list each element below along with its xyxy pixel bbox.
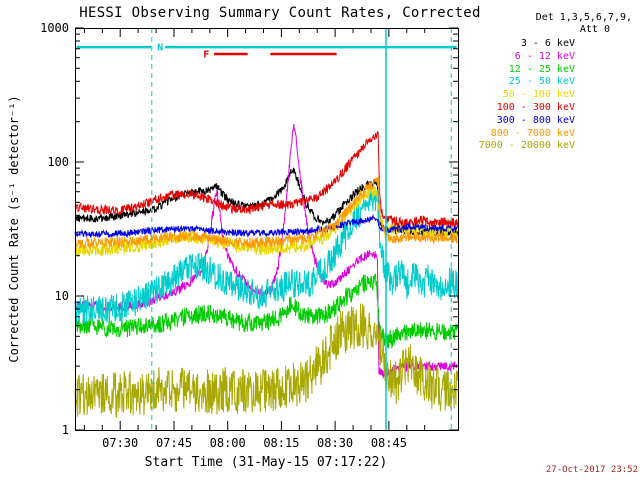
x-axis-label: Start Time (31-May-15 07:17:22): [144, 455, 388, 470]
y-ticks: 1 10 100 1000: [40, 21, 458, 437]
series-12-25-keV: [74, 273, 459, 350]
legend-entry: 3 - 6 keV: [520, 38, 575, 49]
x-tick-label: 07:30: [102, 436, 138, 450]
series-50-100-keV: [74, 185, 459, 257]
y-axis-label: Corrected Count Rate (s⁻¹ detector⁻¹): [7, 95, 21, 363]
y-tick-label: 100: [47, 155, 69, 169]
legend-entry: 100 - 300 keV: [496, 101, 575, 113]
x-tick-label: 08:30: [317, 436, 353, 450]
legend-detectors: Det 1,3,5,6,7,9,: [535, 12, 632, 23]
legend: Det 1,3,5,6,7,9, Att 0 3 - 6 keV 6 - 12 k…: [467, 12, 637, 153]
x-tick-label: 08:00: [210, 436, 246, 450]
series-100-300-keV: [74, 131, 459, 229]
x-tick-label: 07:45: [156, 436, 192, 450]
x-tick-label: 08:45: [371, 436, 407, 450]
legend-entries: 3 - 6 keV 6 - 12 keV 12 - 25 keV 25 - 50 ke…: [467, 38, 637, 153]
creation-timestamp: 27-Oct-2017 23:52: [545, 465, 638, 475]
y-tick-label: 1: [62, 423, 69, 437]
legend-entry: 6 - 12 keV: [514, 50, 575, 62]
series-25-50-keV: [74, 187, 459, 325]
legend-entry: 50 - 100 keV: [502, 89, 575, 101]
legend-entry: 300 - 800 keV: [496, 114, 575, 126]
legend-entry: 12 - 25 keV: [508, 63, 575, 75]
x-tick-label: 08:15: [263, 436, 299, 450]
series-800-7000-keV: [74, 176, 459, 250]
legend-entry: 7000 - 20000 keV: [478, 140, 575, 152]
y-tick-label: 1000: [40, 21, 69, 35]
night-flag-label: N: [157, 43, 163, 54]
y-tick-label: 10: [55, 289, 69, 303]
x-ticks: 07:30 07:45 08:00 08:15 08:30 08:45: [83, 28, 426, 450]
chart-title: HESSI Observing Summary Count Rates, Cor…: [79, 5, 481, 21]
series-300-800-keV: [74, 213, 459, 239]
legend-attenuator: Att 0: [579, 24, 610, 35]
legend-entry: 800 - 7000 keV: [490, 127, 575, 139]
series-3-6-keV: [74, 167, 459, 237]
series-7000-20000-keV: [74, 303, 459, 419]
plot-frame: [75, 28, 459, 431]
flare-flag-label: F: [203, 50, 209, 61]
legend-entry: 25 - 50 keV: [508, 76, 575, 88]
